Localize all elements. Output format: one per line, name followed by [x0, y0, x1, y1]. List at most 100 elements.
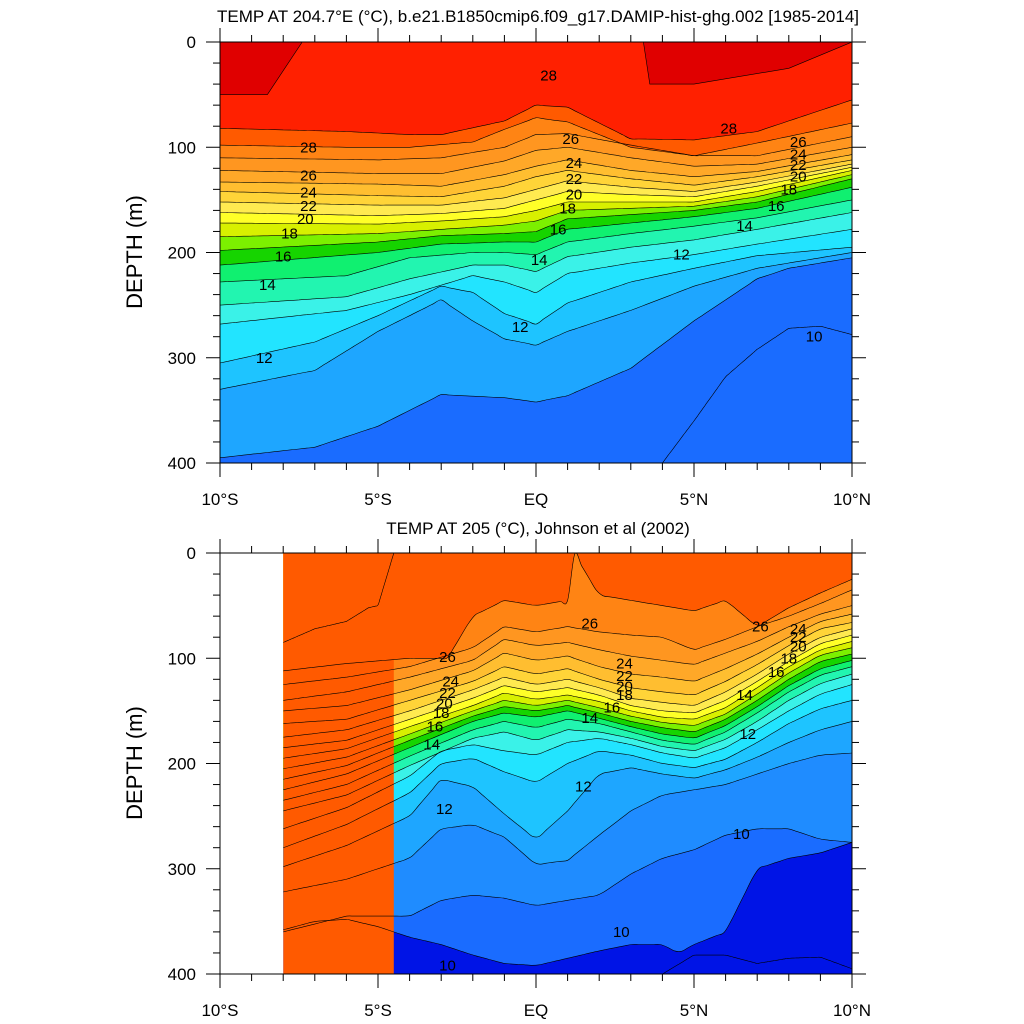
isotherm-12 [283, 721, 852, 867]
isotherm-29 [643, 42, 852, 85]
x-tick-label: 10°N [833, 490, 871, 509]
contour-label: 10 [439, 958, 456, 975]
contour-label: 12 [575, 779, 592, 796]
contour-label: 12 [512, 319, 529, 336]
panel-top-y-axis-title: DEPTH (m) [122, 195, 147, 309]
contour-label: 20 [566, 187, 583, 204]
isotherm-12 [220, 252, 852, 390]
contour-label: 18 [433, 705, 450, 722]
contour-label: 22 [300, 198, 317, 215]
panel-top-title: TEMP AT 204.7°E (°C), b.e21.B1850cmip6.f… [217, 7, 859, 26]
contour-label: 18 [559, 200, 576, 217]
band-27 [283, 553, 852, 671]
y-tick-label: 300 [168, 860, 196, 879]
contour-label: 16 [768, 198, 785, 215]
contour-label: 14 [259, 277, 276, 294]
contour-label: 26 [581, 616, 598, 633]
contour-label: 22 [439, 685, 456, 702]
contour-label: 10 [733, 826, 750, 843]
isotherm-11 [220, 257, 852, 458]
isotherm-22 [283, 628, 852, 738]
isotherm-15 [283, 673, 852, 812]
isotherm-10 [662, 325, 852, 463]
y-tick-label: 0 [187, 544, 196, 563]
contour-label: 24 [442, 673, 459, 690]
isotherm-28 [220, 99, 852, 141]
contour-label: 18 [281, 226, 298, 243]
isotherm-29 [220, 42, 303, 95]
contour-label: 26 [562, 131, 579, 148]
x-tick-label: 10°S [201, 490, 238, 509]
x-tick-label: 5°S [364, 490, 392, 509]
isotherm-13 [220, 246, 852, 364]
isotherm-23 [283, 622, 852, 724]
panel-top: TEMP AT 204.7°E (°C), b.e21.B1850cmip6.f… [122, 7, 871, 509]
x-tick-label: 10°S [201, 1001, 238, 1020]
contour-label: 16 [550, 221, 567, 238]
isotherm-18 [220, 178, 852, 251]
panel-bottom: TEMP AT 205 (°C), Johnson et al (2002) 2… [122, 519, 871, 1020]
isotherm-21 [283, 634, 852, 748]
isotherm-17 [220, 186, 852, 266]
isotherm-19 [283, 647, 852, 770]
isotherm-26 [283, 589, 852, 685]
contour-label: 26 [439, 649, 456, 666]
contour-label: 26 [300, 168, 317, 185]
contour-label: 28 [300, 139, 317, 156]
contour-label: 20 [436, 696, 453, 713]
isotherm-28 [283, 553, 395, 643]
isotherm-19 [220, 174, 852, 237]
contour-label: 24 [790, 621, 807, 638]
contour-label: 22 [790, 629, 807, 646]
isotherm-16 [220, 199, 852, 283]
contour-label: 16 [427, 719, 444, 736]
contour-field: 2826242220181614122826242220181614122826… [220, 42, 852, 463]
isotherm-20 [283, 641, 852, 759]
isotherm-14 [220, 229, 852, 325]
contour-label: 12 [673, 247, 690, 264]
contour-label: 18 [780, 181, 797, 198]
contour-label: 22 [566, 171, 583, 188]
isotherm-26 [220, 133, 852, 161]
band-29 [643, 42, 852, 85]
contour-label: 12 [436, 801, 453, 818]
contour-label: 16 [603, 700, 620, 717]
isotherm-24 [220, 154, 852, 187]
y-tick-label: 400 [168, 454, 196, 473]
contour-label: 16 [275, 249, 292, 266]
panel-bottom-y-axis-title: DEPTH (m) [122, 706, 147, 820]
contour-label: 10 [613, 924, 630, 941]
contour-label: 26 [752, 619, 769, 636]
band-29 [220, 42, 303, 95]
isotherm-18 [283, 653, 852, 780]
panel-top-plot-area: 2826242220181614122826242220181614122826… [168, 28, 871, 509]
x-tick-label: 5°N [680, 490, 709, 509]
isotherm-8 [662, 954, 852, 974]
isotherm-11 [283, 752, 852, 893]
y-tick-label: 400 [168, 965, 196, 984]
contour-label: 20 [790, 169, 807, 186]
isotherm-10 [283, 828, 852, 933]
x-tick-label: EQ [524, 490, 549, 509]
isotherm-24 [283, 613, 852, 712]
contour-label: 10 [806, 329, 823, 346]
contour-label: 20 [616, 679, 633, 696]
contour-label: 24 [566, 155, 583, 172]
isotherm-25 [220, 146, 852, 174]
isotherm-25 [283, 605, 852, 701]
isotherm-17 [283, 660, 852, 791]
isotherm-14 [283, 684, 852, 830]
contour-label: 16 [768, 664, 785, 681]
isotherm-16 [283, 666, 852, 801]
contour-label: 22 [616, 668, 633, 685]
y-tick-label: 200 [168, 755, 196, 774]
contour-label: 14 [736, 687, 753, 704]
band-27 [283, 553, 394, 974]
contour-label: 14 [736, 218, 753, 235]
contour-label: 12 [256, 350, 273, 367]
contour-label: 20 [790, 639, 807, 656]
x-tick-label: 5°S [364, 1001, 392, 1020]
contour-label: 24 [790, 147, 807, 164]
